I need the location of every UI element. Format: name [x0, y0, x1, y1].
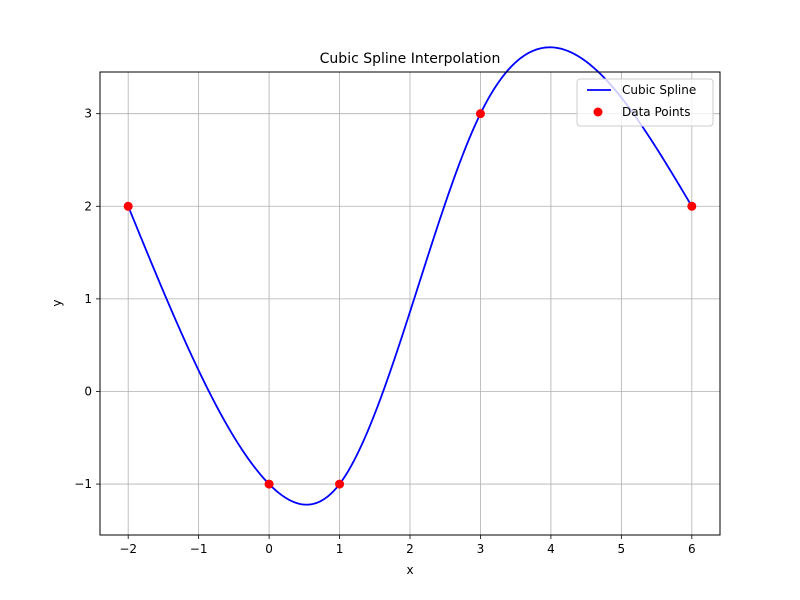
legend-label-data-points: Data Points [622, 105, 691, 119]
legend-label-cubic-spline: Cubic Spline [622, 83, 696, 97]
y-tick-label: 3 [84, 107, 92, 121]
y-tick-label: 1 [84, 292, 92, 306]
legend-marker-data-points [593, 107, 603, 117]
x-tick-label: 5 [618, 542, 626, 556]
x-tick-label: −1 [190, 542, 208, 556]
x-tick-label: 4 [547, 542, 555, 556]
y-tick-label: 2 [84, 199, 92, 213]
data-point [264, 479, 274, 489]
chart-title: Cubic Spline Interpolation [320, 51, 501, 67]
x-axis-label: x [406, 563, 413, 577]
grid [100, 72, 720, 535]
x-tick-label: 2 [406, 542, 414, 556]
data-point [475, 109, 485, 119]
x-tick-label: −2 [119, 542, 137, 556]
legend: Cubic Spline Data Points [576, 78, 714, 127]
y-tick-label: 0 [84, 384, 92, 398]
y-tick-label: −1 [74, 477, 92, 491]
data-point [335, 479, 345, 489]
x-tick-label: 3 [477, 542, 485, 556]
x-tick-label: 0 [265, 542, 273, 556]
y-axis-label: y [50, 299, 64, 306]
ticks: −2 −1 0 1 2 3 4 5 6 −1 0 1 2 3 [74, 107, 695, 556]
x-tick-label: 6 [688, 542, 696, 556]
data-point [687, 201, 697, 211]
x-tick-label: 1 [336, 542, 344, 556]
data-point [123, 201, 133, 211]
